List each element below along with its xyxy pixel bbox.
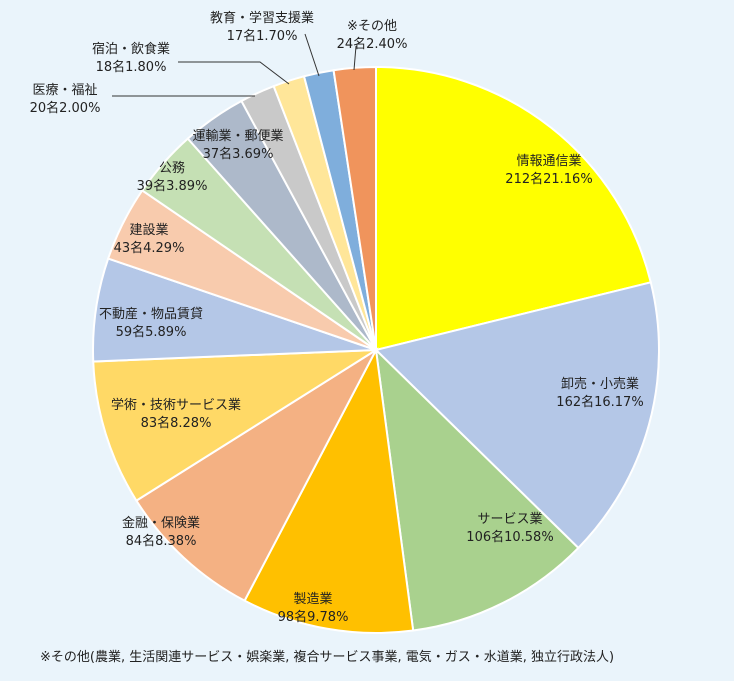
- pie-slice-1: [375, 65, 653, 352]
- slice-value-label: 18名1.80%: [96, 59, 167, 75]
- slice-value-label: 106名10.58%: [466, 529, 553, 545]
- slice-value-label: 17名1.70%: [227, 28, 298, 44]
- slice-name-label: 卸売・小売業: [561, 376, 639, 392]
- pie-slice-3: [374, 347, 580, 632]
- pie-slice-6: [92, 348, 380, 502]
- slice-name-label: サービス業: [477, 511, 542, 527]
- slice-name-label: 公務: [159, 161, 185, 176]
- pie-slice-5: [135, 347, 379, 603]
- leader-line-12: [178, 61, 290, 85]
- leader-line-14: [353, 45, 357, 71]
- pie-slice-4: [243, 346, 415, 634]
- slice-name-label: 不動産・物品賃貸: [99, 306, 203, 322]
- pie-slice-2: [374, 281, 660, 550]
- slice-name-label: 学術・技術サービス業: [111, 397, 241, 413]
- slice-value-label: 43名4.29%: [114, 240, 185, 256]
- slice-value-label: 24名2.40%: [337, 36, 408, 52]
- pie-slices: [92, 65, 660, 634]
- slice-value-label: 59名5.89%: [116, 324, 187, 340]
- slice-name-label: 医療・福祉: [32, 83, 97, 98]
- slice-name-label: 宿泊・飲食業: [92, 41, 170, 57]
- pie-slice-14: [332, 65, 377, 351]
- slice-value-label: 37名3.69%: [203, 146, 274, 162]
- slice-value-label: 84名8.38%: [126, 533, 197, 549]
- slice-value-label: 212名21.16%: [505, 171, 592, 187]
- slice-name-label: 製造業: [293, 591, 332, 607]
- slice-value-label: 162名16.17%: [556, 394, 643, 410]
- slice-value-label: 98名9.78%: [278, 609, 349, 625]
- slice-name-label: 情報通信業: [516, 153, 581, 169]
- leader-line-13: [304, 33, 320, 77]
- slice-value-label: 20名2.00%: [30, 100, 101, 116]
- slice-name-label: 建設業: [129, 222, 168, 238]
- slice-name-label: 教育・学習支援業: [210, 10, 314, 26]
- leader-lines: [112, 33, 357, 97]
- slice-labels: 情報通信業 212名21.16% 卸売・小売業 162名16.17% サービス業 106名…: [30, 10, 644, 625]
- slice-name-label: ※その他: [347, 19, 397, 34]
- chart-footnote: ※その他(農業, 生活関連サービス・娯楽業, 複合サービス事業, 電気・ガス・水…: [40, 650, 615, 665]
- slice-value-label: 39名3.89%: [137, 178, 208, 194]
- pie-chart: 情報通信業 212名21.16% 卸売・小売業 162名16.17% サービス業 106名…: [30, 10, 660, 634]
- slice-name-label: 金融・保険業: [122, 515, 200, 531]
- slice-value-label: 83名8.28%: [141, 415, 212, 431]
- slice-name-label: 運輸業・郵便業: [192, 128, 283, 144]
